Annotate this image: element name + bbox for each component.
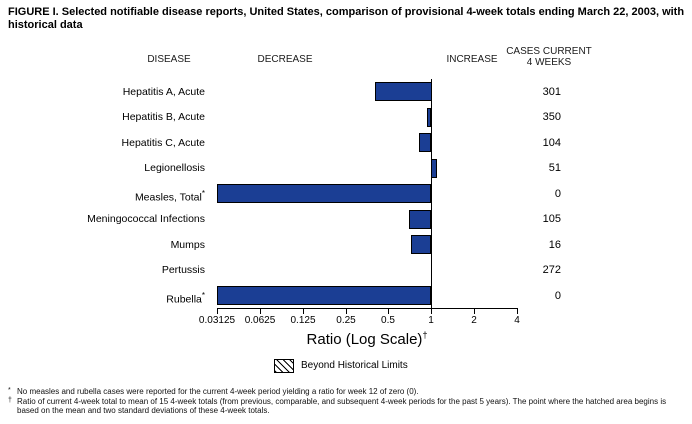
x-tick xyxy=(260,309,261,314)
cases-value: 105 xyxy=(542,213,561,225)
footnotes: * No measles and rubella cases were repo… xyxy=(8,387,690,416)
ratio-bar xyxy=(217,286,431,305)
disease-footnote-marker: * xyxy=(201,188,205,198)
cases-value: 272 xyxy=(542,264,561,276)
footnote-dagger-text: Ratio of current 4-week total to mean of… xyxy=(17,396,667,416)
disease-label: Hepatitis B, Acute xyxy=(0,110,205,124)
disease-label: Mumps xyxy=(0,238,205,252)
disease-label-text: Rubella xyxy=(166,293,202,305)
x-tick xyxy=(388,309,389,314)
x-tick-label: 0.03125 xyxy=(198,315,236,326)
disease-label-text: Mumps xyxy=(170,238,205,251)
baseline-ratio-1-line xyxy=(431,79,432,309)
disease-label: Pertussis xyxy=(0,263,205,277)
footnote-dagger-marker: † xyxy=(8,396,12,404)
cases-value: 16 xyxy=(548,238,561,251)
disease-label: Rubella* xyxy=(0,289,205,306)
figure-title: FIGURE I. Selected notifiable disease re… xyxy=(8,6,685,31)
disease-label: Hepatitis A, Acute xyxy=(0,85,205,99)
cases-value: 0 xyxy=(554,289,561,302)
x-tick-label: 0.125 xyxy=(290,315,316,326)
disease-label-text: Measles, Total xyxy=(134,191,202,203)
disease-label: Measles, Total* xyxy=(0,187,205,204)
hatch-swatch-icon xyxy=(274,359,294,373)
ratio-bar xyxy=(217,184,431,203)
x-tick xyxy=(346,309,347,314)
disease-label: Legionellosis xyxy=(0,161,205,175)
column-header-disease: DISEASE xyxy=(147,54,191,65)
x-tick xyxy=(431,309,432,314)
cases-value: 0 xyxy=(554,187,561,200)
column-header-increase: INCREASE xyxy=(446,54,498,65)
ratio-bar xyxy=(375,82,432,101)
x-tick xyxy=(303,309,304,314)
x-axis-title-text: Ratio (Log Scale) xyxy=(306,331,423,348)
disease-label-text: Hepatitis B, Acute xyxy=(122,111,205,123)
x-tick xyxy=(517,309,518,314)
x-tick-label: 0.5 xyxy=(381,315,395,326)
column-header-cases-line1: CASES CURRENT xyxy=(506,46,592,57)
x-tick-label: 4 xyxy=(514,315,520,326)
column-header-cases: CASES CURRENT 4 WEEKS xyxy=(484,46,614,68)
ratio-bar xyxy=(431,158,437,178)
cases-value: 104 xyxy=(542,136,561,149)
cases-value: 51 xyxy=(548,162,561,174)
disease-label-text: Hepatitis A, Acute xyxy=(122,85,205,98)
footnote-asterisk-marker: * xyxy=(8,387,11,394)
x-tick-label: 0.0625 xyxy=(244,315,276,326)
disease-label: Meningococcal Infections xyxy=(0,212,205,226)
cases-value: 350 xyxy=(542,111,561,123)
disease-label-text: Pertussis xyxy=(161,264,205,276)
x-tick xyxy=(217,309,218,314)
ratio-bar xyxy=(409,209,431,229)
disease-label: Hepatitis C, Acute xyxy=(0,136,205,150)
x-axis-title: Ratio (Log Scale)† xyxy=(217,330,517,348)
x-tick-label: 2 xyxy=(471,315,477,326)
x-tick-label: 1 xyxy=(428,315,434,326)
legend-label: Beyond Historical Limits xyxy=(301,360,408,371)
footnote-dagger: † Ratio of current 4-week total to mean … xyxy=(8,397,690,416)
disease-label-text: Legionellosis xyxy=(144,162,205,174)
x-axis-line xyxy=(217,308,518,309)
footnote-asterisk: * No measles and rubella cases were repo… xyxy=(8,387,690,397)
disease-footnote-marker: * xyxy=(201,290,205,300)
x-tick xyxy=(474,309,475,314)
ratio-bar xyxy=(411,235,431,254)
ratio-bar xyxy=(427,107,431,127)
dagger-superscript: † xyxy=(422,330,428,340)
footnote-asterisk-text: No measles and rubella cases were report… xyxy=(17,387,419,396)
disease-label-text: Hepatitis C, Acute xyxy=(121,136,205,149)
column-header-cases-line2: 4 WEEKS xyxy=(526,57,572,68)
column-header-decrease: DECREASE xyxy=(257,54,313,65)
ratio-bar xyxy=(419,133,431,152)
disease-label-text: Meningococcal Infections xyxy=(87,213,205,225)
cases-value: 301 xyxy=(542,85,561,98)
x-tick-label: 0.25 xyxy=(336,315,356,326)
